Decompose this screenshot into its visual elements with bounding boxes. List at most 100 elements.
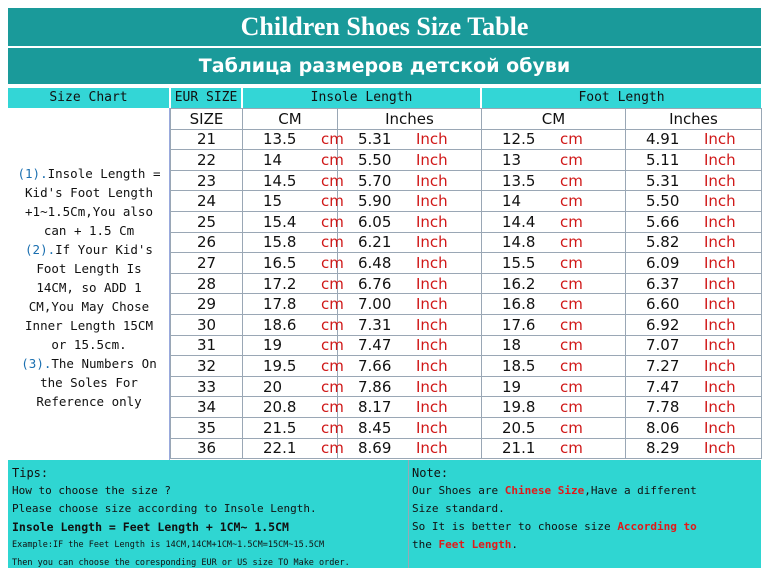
eur-size-cell: 24 [170, 190, 243, 212]
table-row: 27 16.5 cm 6.48 Inch 15.5 cm 6.09 Inch [170, 252, 762, 274]
insole-inch-cell: 6.05 Inch [337, 210, 482, 233]
size-chart-note-line: (1).Insole Length = [10, 164, 168, 183]
note-text: The Numbers On [51, 356, 157, 371]
value: 6.05 [358, 212, 392, 231]
unit-label: Inch [704, 418, 736, 437]
size-chart-note-line: Reference only [10, 392, 168, 411]
value: 21.5 [263, 418, 297, 437]
note-label: Note: [412, 466, 449, 480]
insole-inch-cell: 6.48 Inch [337, 252, 482, 274]
unit-label: Inch [704, 150, 736, 169]
unit-label: cm [321, 233, 344, 252]
eur-size-cell: 30 [170, 313, 243, 336]
value: 15.8 [263, 233, 297, 252]
unit-label: cm [560, 398, 583, 417]
foot-cm-cell: 19 cm [481, 375, 626, 398]
insole-inch-cell: 7.00 Inch [337, 293, 482, 315]
value: 5.70 [358, 171, 392, 190]
eur-size-cell: 33 [170, 375, 243, 398]
value: 5.31 [646, 171, 680, 190]
header-insole-length: Insole Length [243, 88, 480, 108]
foot-inch-cell: 5.66 Inch [625, 210, 762, 233]
eur-size-cell: 36 [170, 437, 243, 460]
note-line-1: Our Shoes are Chinese Size,Have a differ… [412, 482, 757, 500]
value: 5.50 [646, 192, 680, 211]
insole-cm-cell: 18.6 cm [242, 313, 344, 336]
unit-label: Inch [704, 295, 736, 314]
foot-inch-cell: 5.31 Inch [625, 169, 762, 192]
value: 15.4 [263, 212, 297, 231]
table-row: 34 20.8 cm 8.17 Inch 19.8 cm 7.78 Inch [170, 396, 762, 418]
foot-cm-cell: 14.8 cm [481, 231, 626, 254]
table-row: 22 14 cm 5.50 Inch 13 cm 5.11 Inch [170, 149, 762, 171]
note-line-3: So It is better to choose size According… [412, 518, 757, 536]
unit-label: Inch [704, 171, 736, 190]
unit-label: cm [321, 377, 344, 396]
unit-label: Inch [704, 130, 736, 149]
value: 8.17 [358, 398, 392, 417]
value: 14.5 [263, 171, 297, 190]
note-line-3-pre: So It is better to choose size [412, 520, 618, 533]
insole-cm-cell: 14 cm [242, 149, 344, 171]
foot-cm-cell: 13 cm [481, 149, 626, 171]
note-text: Reference only [36, 394, 142, 409]
unit-label: Inch [416, 233, 448, 252]
header-size-chart: Size Chart [8, 88, 169, 108]
unit-label: cm [560, 295, 583, 314]
foot-inch-cell: 8.29 Inch [625, 437, 762, 460]
table-row: 33 20 cm 7.86 Inch 19 cm 7.47 Inch [170, 375, 762, 398]
unit-label: Inch [704, 356, 736, 375]
tips-line-4: Example:IF the Feet Length is 14CM,14CM+… [12, 540, 325, 550]
insole-cm-cell: 20 cm [242, 375, 344, 398]
foot-inch-cell: 7.27 Inch [625, 355, 762, 377]
foot-inch-cell: 8.06 Inch [625, 416, 762, 439]
unit-label: cm [321, 439, 344, 458]
unit-label: Inch [416, 356, 448, 375]
insole-cm-cell: 13.5 cm [242, 128, 344, 151]
value: 20 [263, 377, 283, 396]
unit-label: Inch [704, 274, 736, 293]
value: 14 [502, 192, 522, 211]
unit-label: cm [560, 171, 583, 190]
value: 6.09 [646, 253, 680, 272]
insole-cm-cell: 17.2 cm [242, 272, 344, 295]
size-chart-note-line: +1~1.5Cm,You also [10, 202, 168, 221]
insole-cm-cell: 15.4 cm [242, 210, 344, 233]
value: 7.86 [358, 377, 392, 396]
note-feet-length: Feet Length [438, 538, 512, 551]
table-row: 31 19 cm 7.47 Inch 18 cm 7.07 Inch [170, 334, 762, 357]
unit-label: cm [321, 253, 344, 272]
note-number: (2). [25, 242, 56, 257]
eur-size-cell: 28 [170, 272, 243, 295]
insole-cm-cell: 15 cm [242, 190, 344, 212]
size-chart-notes-column: (1).Insole Length = Kid's Foot Length +1~1… [8, 108, 170, 460]
eur-size-cell: 35 [170, 416, 243, 439]
value: 6.48 [358, 253, 392, 272]
unit-label: cm [560, 418, 583, 437]
foot-cm-cell: 13.5 cm [481, 169, 626, 192]
foot-inch-cell: 5.11 Inch [625, 149, 762, 171]
note-line-1-pre: Our Shoes are [412, 484, 505, 497]
eur-size-cell: 23 [170, 169, 243, 192]
value: 18 [502, 336, 522, 355]
unit-label: Inch [704, 398, 736, 417]
insole-inch-cell: 7.66 Inch [337, 355, 482, 377]
table-row: 28 17.2 cm 6.76 Inch 16.2 cm 6.37 Inch [170, 272, 762, 295]
value: 18.5 [502, 356, 536, 375]
unit-label: Inch [416, 274, 448, 293]
unit-label: Inch [416, 418, 448, 437]
unit-label: cm [560, 377, 583, 396]
subheader-insole-cm: CM [242, 108, 338, 130]
value: 16.8 [502, 295, 536, 314]
size-chart-note-line: the Soles For [10, 373, 168, 392]
table-row: 23 14.5 cm 5.70 Inch 13.5 cm 5.31 Inch [170, 169, 762, 192]
insole-cm-cell: 21.5 cm [242, 416, 344, 439]
unit-label: Inch [704, 315, 736, 334]
unit-label: Inch [704, 336, 736, 355]
value: 5.82 [646, 233, 680, 252]
unit-label: cm [321, 274, 344, 293]
foot-inch-cell: 6.37 Inch [625, 272, 762, 295]
value: 20.8 [263, 398, 297, 417]
value: 7.78 [646, 398, 680, 417]
unit-label: cm [321, 212, 344, 231]
